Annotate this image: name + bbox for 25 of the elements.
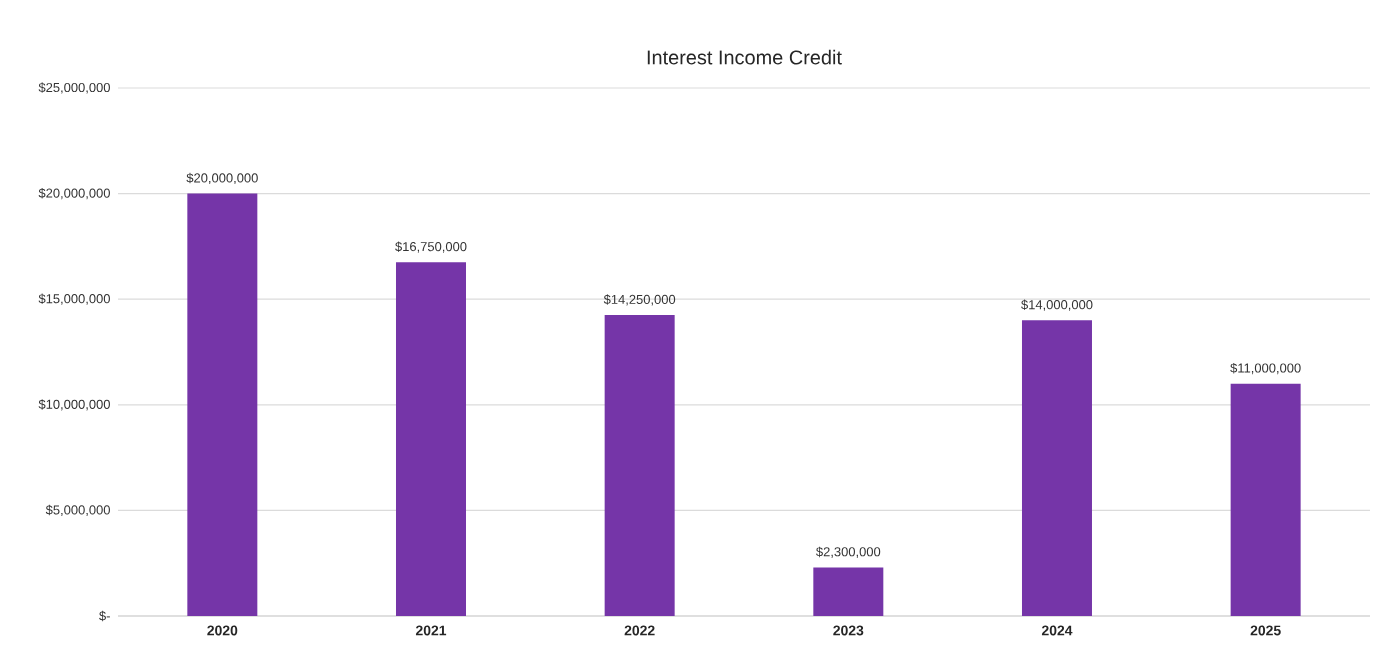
data-label: $11,000,000: [1230, 362, 1301, 375]
bar: [1021, 320, 1092, 616]
x-tick-label: 2021: [415, 625, 447, 636]
y-tick-label: $20,000,000: [38, 187, 110, 200]
chart-title: Interest Income Credit: [647, 49, 842, 65]
y-tick-label: $-: [99, 610, 110, 622]
bar: [604, 315, 675, 616]
x-tick-label: 2020: [207, 625, 238, 636]
y-tick-label: $25,000,000: [38, 82, 110, 94]
x-tick-label: 2025: [1250, 625, 1281, 636]
data-label: $14,000,000: [1021, 299, 1093, 311]
bar: [1230, 383, 1301, 616]
bar: [395, 262, 466, 616]
bar: [187, 193, 258, 616]
x-tick-label: 2023: [833, 625, 864, 636]
y-tick-label: $15,000,000: [38, 293, 110, 305]
y-tick-label: $10,000,000: [38, 399, 110, 411]
data-label: $20,000,000: [186, 172, 258, 185]
data-label: $16,750,000: [395, 241, 467, 253]
x-tick-label: 2024: [1041, 625, 1073, 636]
data-label: $2,300,000: [816, 546, 881, 558]
data-label: $14,250,000: [603, 294, 676, 306]
x-tick-label: 2022: [624, 625, 655, 636]
bar: [813, 567, 884, 616]
y-tick-label: $5,000,000: [45, 504, 110, 517]
